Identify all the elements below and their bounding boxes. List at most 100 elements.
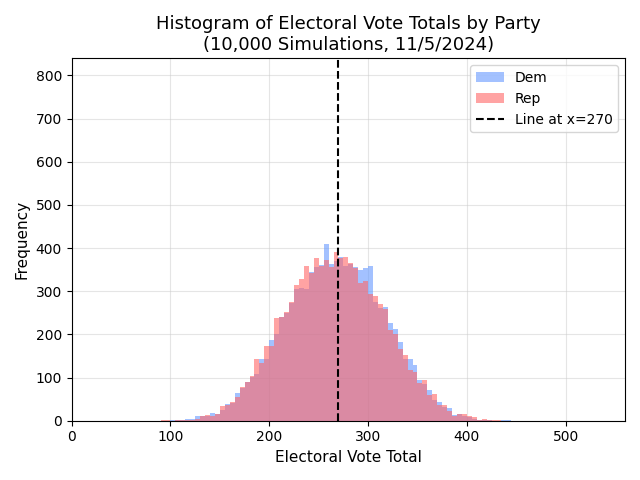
Bar <box>205 415 210 421</box>
Bar <box>304 266 309 421</box>
Bar <box>210 416 215 421</box>
Bar <box>269 340 274 421</box>
Bar <box>452 415 457 421</box>
Bar <box>299 288 304 421</box>
Bar <box>225 404 230 421</box>
Bar <box>486 420 492 421</box>
Bar <box>358 283 363 421</box>
Bar <box>447 408 452 421</box>
Bar <box>269 346 274 421</box>
Bar <box>324 260 328 421</box>
Bar <box>235 393 239 421</box>
Bar <box>244 382 250 421</box>
Bar <box>339 258 344 421</box>
Bar <box>457 414 462 421</box>
Bar <box>235 397 239 421</box>
Bar <box>333 261 339 421</box>
Bar <box>378 308 383 421</box>
Bar <box>353 267 358 421</box>
Bar <box>215 414 220 421</box>
Bar <box>339 257 344 421</box>
Bar <box>284 312 289 421</box>
Bar <box>289 303 294 421</box>
Bar <box>467 417 472 421</box>
Bar <box>220 406 225 421</box>
Bar <box>447 411 452 421</box>
Bar <box>324 244 328 421</box>
Bar <box>422 380 428 421</box>
Bar <box>358 270 363 421</box>
Bar <box>274 318 279 421</box>
Bar <box>328 264 333 421</box>
Bar <box>333 252 339 421</box>
Bar <box>180 420 186 421</box>
Bar <box>417 383 422 421</box>
Bar <box>299 279 304 421</box>
Bar <box>467 417 472 421</box>
Bar <box>195 419 200 421</box>
Bar <box>279 317 284 421</box>
Bar <box>289 301 294 421</box>
Bar <box>457 414 462 421</box>
Bar <box>284 313 289 421</box>
Bar <box>413 365 417 421</box>
Bar <box>437 402 442 421</box>
Bar <box>319 266 324 421</box>
Bar <box>428 395 432 421</box>
Bar <box>255 374 259 421</box>
Bar <box>477 420 482 421</box>
Bar <box>294 285 299 421</box>
Bar <box>413 372 417 421</box>
Bar <box>200 416 205 421</box>
Bar <box>502 420 506 421</box>
Bar <box>442 407 447 421</box>
Bar <box>482 420 486 421</box>
Bar <box>397 349 403 421</box>
Bar <box>186 419 190 421</box>
Bar <box>161 420 166 421</box>
Bar <box>215 414 220 421</box>
Bar <box>452 416 457 421</box>
Bar <box>230 402 235 421</box>
Bar <box>393 334 397 421</box>
Bar <box>442 405 447 421</box>
Y-axis label: Frequency: Frequency <box>15 200 30 279</box>
Bar <box>344 257 348 421</box>
Bar <box>259 363 264 421</box>
Bar <box>408 359 413 421</box>
Bar <box>363 268 368 421</box>
Bar <box>388 323 393 421</box>
Bar <box>403 359 408 421</box>
Bar <box>264 346 269 421</box>
Bar <box>482 419 486 421</box>
Bar <box>432 394 437 421</box>
Bar <box>428 390 432 421</box>
X-axis label: Electoral Vote Total: Electoral Vote Total <box>275 450 422 465</box>
Bar <box>309 272 314 421</box>
Bar <box>462 414 467 421</box>
Bar <box>195 417 200 421</box>
Bar <box>239 386 244 421</box>
Bar <box>353 268 358 421</box>
Bar <box>408 370 413 421</box>
Bar <box>264 359 269 421</box>
Title: Histogram of Electoral Vote Totals by Party
(10,000 Simulations, 11/5/2024): Histogram of Electoral Vote Totals by Pa… <box>156 15 541 54</box>
Bar <box>220 410 225 421</box>
Bar <box>378 304 383 421</box>
Bar <box>368 294 373 421</box>
Bar <box>403 355 408 421</box>
Bar <box>437 405 442 421</box>
Bar <box>373 301 378 421</box>
Bar <box>250 376 255 421</box>
Bar <box>180 420 186 421</box>
Bar <box>259 359 264 421</box>
Bar <box>230 403 235 421</box>
Bar <box>328 266 333 421</box>
Bar <box>250 377 255 421</box>
Bar <box>200 416 205 421</box>
Bar <box>190 419 195 421</box>
Bar <box>274 335 279 421</box>
Bar <box>383 309 388 421</box>
Bar <box>244 382 250 421</box>
Bar <box>388 330 393 421</box>
